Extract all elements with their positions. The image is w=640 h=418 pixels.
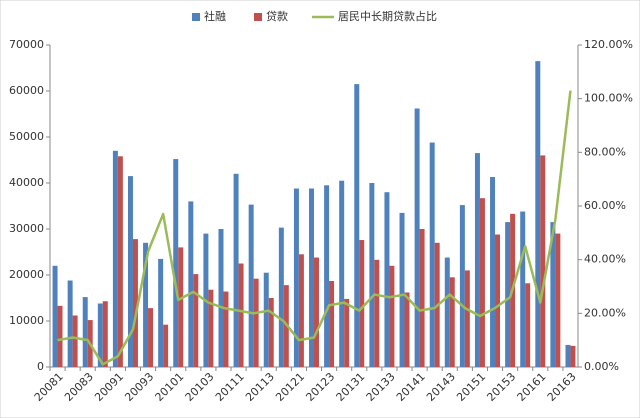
bar: [82, 297, 88, 367]
bar: [178, 247, 184, 367]
y-tick-label: 50000: [9, 130, 44, 143]
bar: [173, 159, 179, 367]
bar: [404, 292, 410, 367]
bar: [359, 240, 365, 367]
y2-tick-label: 40.00%: [584, 253, 626, 266]
bar: [223, 291, 229, 367]
bar: [293, 188, 299, 367]
bar: [218, 229, 224, 367]
bar: [414, 108, 420, 367]
bar: [117, 156, 123, 367]
bar: [540, 155, 546, 367]
bar: [324, 185, 330, 367]
bar: [208, 289, 214, 367]
y2-tick-label: 0.00%: [584, 360, 619, 373]
bar: [339, 180, 345, 367]
bar: [52, 265, 58, 367]
bar: [490, 177, 496, 367]
bar: [127, 176, 133, 367]
bar: [520, 211, 526, 367]
bar: [158, 258, 164, 367]
bar: [389, 265, 395, 367]
bar: [163, 324, 169, 367]
y2-tick-label: 60.00%: [584, 199, 626, 212]
legend-swatch: [192, 13, 200, 21]
bar: [399, 212, 405, 367]
bar: [253, 278, 259, 367]
bar: [555, 233, 561, 367]
bar: [525, 283, 531, 367]
bar: [314, 257, 319, 367]
bar: [132, 239, 138, 367]
bar: [495, 234, 501, 367]
bar: [429, 142, 435, 367]
bar: [143, 242, 149, 367]
y-tick-label: 40000: [9, 176, 44, 189]
y2-tick-label: 20.00%: [584, 306, 626, 319]
bar: [238, 263, 244, 367]
bar: [344, 298, 350, 367]
y-tick-label: 70000: [9, 38, 44, 51]
legend-swatch: [254, 13, 262, 21]
bar: [474, 153, 480, 367]
bar: [193, 274, 199, 367]
line: [57, 90, 572, 366]
bar: [419, 229, 425, 367]
bar: [233, 173, 239, 367]
bar: [505, 222, 511, 367]
legend-label: 社融: [204, 9, 226, 23]
y2-tick-label: 80.00%: [584, 145, 626, 158]
bar: [374, 259, 380, 367]
bar: [535, 61, 541, 367]
legend-label: 居民中长期贷款占比: [338, 9, 437, 23]
bar: [188, 201, 194, 367]
bar: [268, 298, 274, 367]
legend-label: 贷款: [266, 9, 288, 23]
y-tick-label: 0: [37, 360, 44, 373]
bar: [369, 183, 375, 367]
bar: [102, 301, 108, 367]
bar: [329, 280, 335, 367]
y-tick-label: 10000: [9, 314, 44, 327]
y-tick-label: 60000: [9, 84, 44, 97]
bar: [248, 204, 254, 367]
bar: [570, 345, 576, 367]
bar: [72, 315, 78, 367]
y-tick-label: 30000: [9, 222, 44, 235]
bar: [459, 205, 465, 367]
y-tick-label: 20000: [9, 268, 44, 281]
bar: [112, 150, 118, 367]
bar: [550, 222, 556, 367]
bar: [298, 254, 304, 367]
y2-tick-label: 120.00%: [584, 38, 633, 51]
bar: [384, 192, 390, 367]
y2-tick-label: 100.00%: [584, 92, 633, 105]
bar: [464, 270, 470, 367]
bar: [449, 277, 455, 367]
bar: [278, 227, 284, 367]
bar: [148, 308, 154, 367]
bar: [565, 344, 571, 367]
bar: [479, 198, 485, 367]
bar: [67, 280, 73, 367]
bar: [97, 303, 103, 367]
bar: [354, 84, 360, 367]
bar: [263, 272, 269, 367]
bar: [57, 305, 63, 367]
bar: [444, 257, 450, 367]
bar: [309, 188, 314, 367]
